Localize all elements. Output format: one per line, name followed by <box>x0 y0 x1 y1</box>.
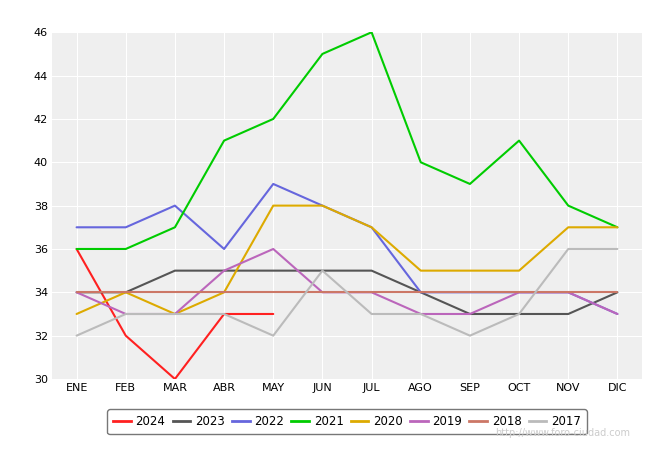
Text: http://www.foro-ciudad.com: http://www.foro-ciudad.com <box>495 428 630 438</box>
Text: Afiliados en Cabizuela a 31/5/2024: Afiliados en Cabizuela a 31/5/2024 <box>181 6 469 24</box>
Legend: 2024, 2023, 2022, 2021, 2020, 2019, 2018, 2017: 2024, 2023, 2022, 2021, 2020, 2019, 2018… <box>107 410 587 434</box>
